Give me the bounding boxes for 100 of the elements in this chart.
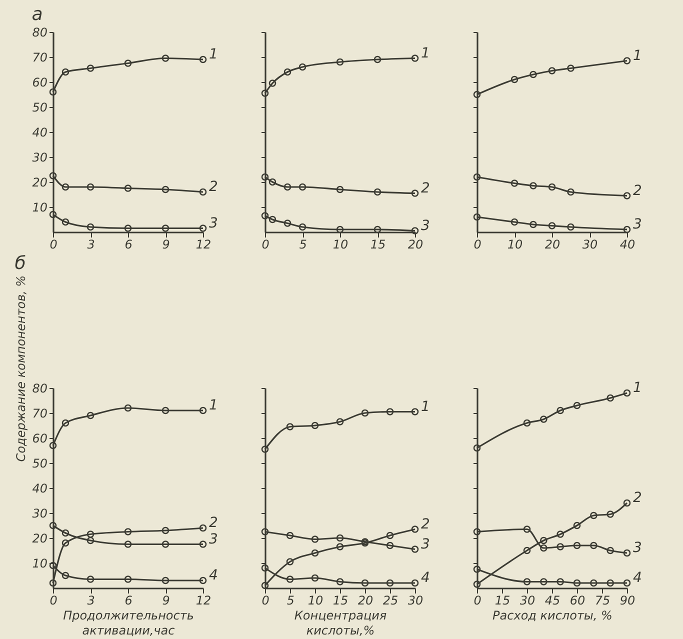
- x-axis-title: Расход кислоты, %: [492, 608, 612, 622]
- point: [548, 222, 556, 230]
- point: [311, 536, 319, 543]
- x-tick-label: 45: [544, 594, 560, 608]
- point: [62, 529, 70, 537]
- x-tick-label: 10: [308, 594, 324, 608]
- x-tick-label: 20: [358, 594, 374, 608]
- chart-title: а: [32, 4, 43, 25]
- series-label: 1: [421, 45, 430, 62]
- y-tick-label: 20: [32, 532, 48, 546]
- series-label: 2: [209, 515, 218, 531]
- point: [336, 186, 344, 194]
- point: [361, 579, 369, 587]
- point: [336, 226, 344, 234]
- x-tick-label: 0: [262, 594, 270, 608]
- point: [540, 536, 548, 544]
- x-tick-label: 12: [196, 238, 212, 252]
- point: [162, 576, 170, 584]
- point: [336, 534, 344, 542]
- point: [124, 540, 132, 548]
- x-tick-label: 9: [162, 238, 170, 252]
- point: [286, 576, 294, 583]
- x-tick-label: 5: [286, 594, 294, 608]
- point: [556, 530, 564, 538]
- point: [162, 186, 170, 194]
- point: [523, 526, 531, 533]
- point: [374, 56, 382, 64]
- y-tick-label: 60: [32, 432, 48, 446]
- point: [298, 183, 306, 191]
- point: [573, 542, 581, 550]
- point: [374, 188, 382, 196]
- point: [548, 67, 556, 74]
- y-tick-label: 70: [32, 406, 48, 420]
- point: [62, 539, 70, 547]
- point: [268, 80, 276, 87]
- x-tick-label: 6: [124, 594, 133, 608]
- series-label: 3: [421, 536, 430, 552]
- y-tick-label: 10: [32, 200, 48, 214]
- series-label: 3: [209, 215, 218, 232]
- point: [286, 423, 294, 430]
- y-tick-label: 70: [32, 50, 48, 64]
- point: [606, 394, 614, 402]
- point: [590, 512, 598, 520]
- point: [268, 216, 276, 224]
- series-label: 4: [633, 570, 642, 586]
- series-label: 1: [209, 398, 218, 414]
- point: [523, 546, 531, 554]
- point: [336, 418, 344, 426]
- point: [124, 404, 132, 412]
- x-axis-title: Концентрация кислоты,%: [294, 608, 387, 638]
- x-tick-label: 15: [370, 238, 386, 252]
- y-tick-label: 20: [32, 176, 48, 190]
- point: [336, 543, 344, 550]
- y-tick-label: 30: [32, 150, 48, 164]
- point: [298, 63, 306, 71]
- series-label: 3: [633, 216, 642, 232]
- point: [336, 58, 344, 66]
- point: [590, 579, 598, 587]
- point: [523, 578, 531, 586]
- point: [124, 184, 132, 192]
- point: [530, 220, 537, 228]
- point: [311, 574, 319, 582]
- x-tick-label: 30: [408, 594, 424, 608]
- point: [162, 224, 170, 232]
- point: [62, 419, 70, 427]
- x-tick-label: 12: [196, 594, 212, 608]
- x-tick-label: 3: [87, 594, 95, 608]
- point: [286, 558, 294, 566]
- x-tick-label: 90: [620, 594, 636, 608]
- point: [374, 226, 382, 234]
- point: [162, 540, 170, 548]
- point: [268, 178, 276, 186]
- point: [556, 406, 564, 414]
- point: [530, 70, 537, 78]
- x-tick-label: 20: [408, 238, 424, 252]
- point: [124, 576, 132, 583]
- x-tick-label: 0: [474, 238, 482, 252]
- point: [284, 183, 292, 191]
- point: [336, 578, 344, 586]
- x-tick-label: 60: [570, 594, 586, 608]
- point: [548, 183, 556, 191]
- point: [510, 180, 518, 187]
- point: [540, 544, 548, 552]
- x-tick-label: 10: [332, 238, 348, 252]
- point: [86, 412, 94, 420]
- x-tick-label: 5: [299, 238, 307, 252]
- x-tick-label: 9: [162, 594, 170, 608]
- point: [62, 572, 70, 580]
- point: [386, 408, 394, 416]
- point: [86, 64, 94, 72]
- point: [62, 68, 70, 76]
- point: [86, 530, 94, 538]
- point: [590, 542, 598, 550]
- x-tick-label: 20: [544, 238, 560, 252]
- y-tick-label: 60: [32, 76, 48, 90]
- point: [573, 402, 581, 410]
- y-tick-label: 10: [32, 556, 48, 570]
- series-label: 1: [633, 48, 642, 64]
- point: [573, 522, 581, 530]
- point: [86, 576, 94, 583]
